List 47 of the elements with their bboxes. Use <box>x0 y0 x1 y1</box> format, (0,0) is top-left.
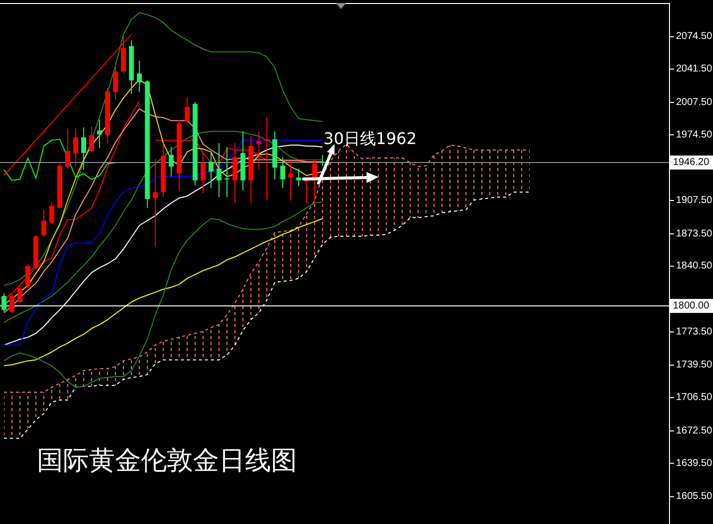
candlestick <box>264 116 270 201</box>
candlestick <box>136 60 142 93</box>
y-tick-label: 2074.50 <box>676 31 713 42</box>
ref-line-label: 1946.20 <box>673 157 710 168</box>
line-series <box>3 12 324 286</box>
candlestick <box>216 142 222 198</box>
candlestick <box>200 152 206 194</box>
candlestick <box>152 158 158 247</box>
candlestick <box>224 146 230 198</box>
candlestick <box>288 161 294 201</box>
y-tick-label: 1739.50 <box>676 360 713 371</box>
candlestick <box>2 292 6 312</box>
candlestick <box>256 130 262 170</box>
y-tick-label: 1639.50 <box>676 458 713 469</box>
y-tick-label: 1907.50 <box>676 194 713 206</box>
annotation: 30日线1962 <box>324 129 417 148</box>
candlestick <box>73 128 78 168</box>
y-tick-label: 2007.50 <box>676 96 713 108</box>
line-series <box>3 218 324 366</box>
line-series <box>3 34 132 176</box>
candlestick <box>312 159 318 202</box>
candlestick <box>320 154 326 166</box>
candlestick <box>41 209 46 237</box>
candlestick <box>280 156 286 189</box>
y-tick-label: 1974.50 <box>676 129 713 140</box>
y-tick-label: 1706.50 <box>676 392 713 404</box>
line-series <box>3 138 116 181</box>
y-tick-label: 1773.50 <box>676 326 713 338</box>
candlestick <box>232 142 238 204</box>
candlestick <box>208 152 214 189</box>
y-tick-label: 1672.50 <box>676 425 713 436</box>
line-series <box>3 201 324 388</box>
candlestick <box>49 201 54 224</box>
candlestick <box>89 126 94 152</box>
candlestick <box>184 96 190 124</box>
candlestick <box>65 128 70 170</box>
y-tick-label: 2041.50 <box>676 64 713 75</box>
y-tick-label: 1605.50 <box>676 491 713 502</box>
y-tick-label: 1840.50 <box>676 260 713 272</box>
candlestick <box>296 168 302 187</box>
candlestick <box>97 119 102 149</box>
y-tick-label: 1873.50 <box>676 228 713 240</box>
text: 国际黄金伦敦金日线图 <box>37 446 297 476</box>
candlestick <box>25 264 30 289</box>
ref-line-label: 1800.00 <box>673 300 710 312</box>
candlestick <box>113 61 118 100</box>
candlestick <box>81 126 86 170</box>
